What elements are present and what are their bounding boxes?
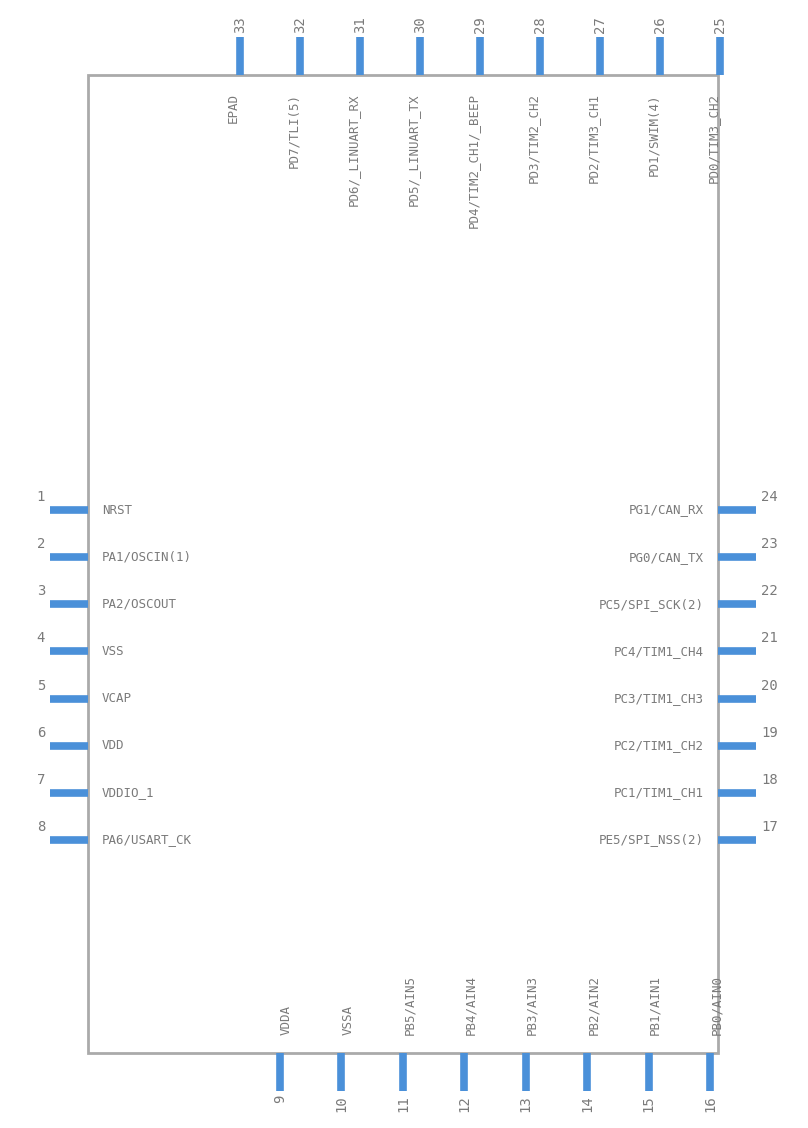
Text: 15: 15 [642, 1095, 655, 1112]
Text: 18: 18 [761, 773, 778, 787]
Text: 2: 2 [36, 537, 45, 552]
Text: VDDIO_1: VDDIO_1 [102, 786, 154, 800]
Text: PD6/_LINUART_RX: PD6/_LINUART_RX [347, 92, 360, 205]
Text: PD5/_LINUART_TX: PD5/_LINUART_TX [407, 92, 420, 205]
Text: PC5/SPI_SCK(2): PC5/SPI_SCK(2) [599, 598, 704, 610]
Text: 8: 8 [36, 820, 45, 834]
Text: 28: 28 [533, 16, 547, 33]
Bar [88, 74, 718, 1054]
Text: PA6/USART_CK: PA6/USART_CK [102, 834, 192, 846]
Text: 4: 4 [36, 632, 45, 645]
Text: 30: 30 [413, 16, 427, 33]
Text: 19: 19 [761, 725, 778, 740]
Text: 3: 3 [36, 584, 45, 598]
Text: PA1/OSCIN(1): PA1/OSCIN(1) [102, 550, 192, 564]
Text: 12: 12 [457, 1095, 471, 1112]
Text: 31: 31 [353, 16, 367, 33]
Text: 7: 7 [36, 773, 45, 787]
Text: VDDA: VDDA [280, 1005, 293, 1036]
Text: PC4/TIM1_CH4: PC4/TIM1_CH4 [614, 645, 704, 658]
Text: PB2/AIN2: PB2/AIN2 [587, 975, 600, 1036]
Text: PA2/OSCOUT: PA2/OSCOUT [102, 598, 177, 610]
Text: VDD: VDD [102, 739, 124, 752]
Text: VSS: VSS [102, 645, 124, 658]
Text: PD2/TIM3_CH1: PD2/TIM3_CH1 [587, 92, 600, 183]
Text: PB0/AIN0: PB0/AIN0 [710, 975, 723, 1036]
Text: PD1/SWIM(4): PD1/SWIM(4) [647, 92, 660, 176]
Text: 25: 25 [713, 16, 727, 33]
Text: 5: 5 [36, 679, 45, 693]
Text: PB5/AIN5: PB5/AIN5 [403, 975, 416, 1036]
Text: 20: 20 [761, 679, 778, 693]
Text: PD0/TIM3_CH2: PD0/TIM3_CH2 [707, 92, 720, 183]
Text: 23: 23 [761, 537, 778, 552]
Text: PC1/TIM1_CH1: PC1/TIM1_CH1 [614, 786, 704, 800]
Text: 27: 27 [593, 16, 607, 33]
Text: NRST: NRST [102, 503, 132, 517]
Text: 21: 21 [761, 632, 778, 645]
Text: PB4/AIN4: PB4/AIN4 [465, 975, 478, 1036]
Text: VCAP: VCAP [102, 693, 132, 705]
Text: 16: 16 [703, 1095, 717, 1112]
Text: PB1/AIN1: PB1/AIN1 [649, 975, 662, 1036]
Text: 14: 14 [580, 1095, 594, 1112]
Text: 9: 9 [273, 1095, 287, 1103]
Text: 22: 22 [761, 584, 778, 598]
Text: 32: 32 [293, 16, 307, 33]
Text: 24: 24 [761, 490, 778, 504]
Text: PG1/CAN_RX: PG1/CAN_RX [629, 503, 704, 517]
Text: PD7/TLI(5): PD7/TLI(5) [287, 92, 300, 168]
Text: 10: 10 [335, 1095, 348, 1112]
Text: 6: 6 [36, 725, 45, 740]
Text: 26: 26 [653, 16, 667, 33]
Text: PD3/TIM2_CH2: PD3/TIM2_CH2 [527, 92, 540, 183]
Text: PC2/TIM1_CH2: PC2/TIM1_CH2 [614, 739, 704, 752]
Text: PG0/CAN_TX: PG0/CAN_TX [629, 550, 704, 564]
Text: 13: 13 [519, 1095, 532, 1112]
Text: 17: 17 [761, 820, 778, 834]
Text: 33: 33 [233, 16, 247, 33]
Text: PE5/SPI_NSS(2): PE5/SPI_NSS(2) [599, 834, 704, 846]
Text: 1: 1 [36, 490, 45, 504]
Text: VSSA: VSSA [342, 1005, 355, 1036]
Text: 29: 29 [473, 16, 487, 33]
Text: PC3/TIM1_CH3: PC3/TIM1_CH3 [614, 693, 704, 705]
Text: EPAD: EPAD [227, 92, 240, 123]
Text: 11: 11 [396, 1095, 410, 1112]
Text: PB3/AIN3: PB3/AIN3 [526, 975, 539, 1036]
Text: PD4/TIM2_CH1/_BEEP: PD4/TIM2_CH1/_BEEP [467, 92, 480, 228]
